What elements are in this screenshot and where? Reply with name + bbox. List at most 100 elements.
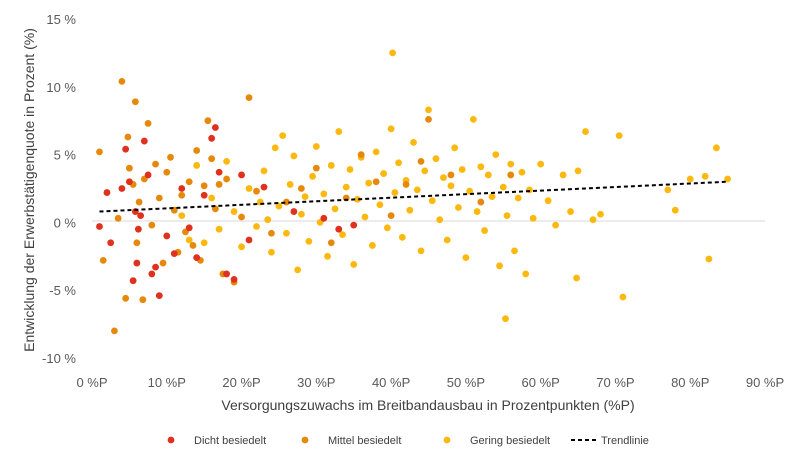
data-point	[144, 171, 152, 179]
legend-label: Mittel besiedelt	[328, 435, 401, 447]
data-point	[597, 210, 604, 218]
data-point	[413, 186, 421, 194]
data-point	[312, 164, 320, 172]
data-point	[369, 242, 376, 249]
data-point	[283, 198, 290, 206]
data-point	[406, 206, 414, 214]
data-point	[417, 157, 425, 165]
data-point	[507, 171, 515, 179]
x-tick-label: 60 %P	[522, 375, 560, 390]
data-point	[387, 212, 395, 220]
data-point	[137, 212, 145, 220]
data-point	[309, 172, 316, 180]
data-point	[122, 294, 130, 302]
data-point	[671, 206, 679, 214]
x-axis-ticks: 0 %P 10 %P 20 %P 30 %P 40 %P 50 %P 60 %P 70 %P 8…	[76, 375, 784, 390]
data-point	[290, 208, 298, 215]
x-tick-label: 40 %P	[372, 375, 410, 390]
data-point	[118, 185, 126, 192]
data-point	[484, 171, 492, 179]
data-point	[436, 216, 444, 224]
data-point	[712, 144, 720, 152]
data-point	[111, 327, 118, 335]
data-point	[589, 216, 597, 224]
legend-marker	[301, 436, 309, 444]
data-point	[230, 275, 238, 283]
data-point	[421, 167, 429, 175]
data-point	[279, 132, 287, 140]
data-point	[331, 205, 339, 213]
data-point	[144, 120, 152, 127]
data-point	[122, 145, 130, 153]
data-point	[155, 292, 163, 300]
data-point	[245, 236, 253, 244]
data-point	[268, 248, 275, 256]
data-point	[458, 166, 466, 173]
data-point	[615, 132, 623, 140]
data-point	[488, 193, 496, 201]
y-tick-label: 15 %	[46, 12, 76, 27]
y-tick-label: 0 %	[54, 215, 77, 230]
data-point	[514, 194, 522, 202]
data-point	[103, 189, 111, 196]
data-point	[451, 144, 459, 152]
data-point	[290, 152, 298, 160]
data-point	[178, 185, 186, 192]
data-point	[185, 178, 193, 186]
data-point	[335, 128, 343, 135]
data-point	[335, 225, 343, 233]
data-point	[342, 183, 350, 191]
data-point	[350, 221, 358, 229]
data-point	[499, 183, 507, 191]
x-tick-label: 20 %P	[222, 375, 260, 390]
data-point	[139, 296, 147, 304]
data-point	[152, 160, 159, 168]
data-point	[215, 181, 223, 188]
data-point	[133, 239, 141, 247]
data-point	[133, 259, 141, 267]
data-point	[312, 143, 320, 150]
data-point	[294, 266, 302, 274]
data-point	[462, 254, 470, 262]
data-point	[724, 175, 732, 183]
data-point	[503, 212, 511, 220]
data-point	[167, 153, 174, 161]
data-point	[253, 187, 260, 195]
data-point	[297, 210, 305, 218]
data-point	[574, 167, 582, 175]
data-point	[552, 221, 560, 229]
data-point	[389, 49, 397, 57]
data-point	[200, 182, 208, 190]
data-point	[215, 168, 223, 176]
data-point	[96, 148, 103, 156]
y-axis-ticks: -10 % -5 % 0 % 5 % 10 % 15 %	[42, 12, 76, 366]
data-point	[573, 274, 580, 282]
data-point	[529, 214, 537, 222]
data-point	[185, 236, 193, 244]
data-point	[425, 106, 432, 114]
data-point	[395, 159, 402, 167]
y-tick-label: 10 %	[46, 80, 76, 95]
data-point	[511, 247, 518, 255]
data-point	[664, 186, 672, 194]
legend: Dicht besiedelt Mittel besiedelt Gering be…	[167, 435, 649, 447]
x-tick-label: 0 %P	[76, 375, 107, 390]
data-point	[544, 197, 552, 205]
trendline	[99, 180, 728, 213]
data-point	[383, 224, 391, 232]
data-point	[238, 243, 245, 251]
data-point	[502, 315, 509, 323]
data-point	[410, 138, 417, 146]
data-point	[260, 167, 268, 175]
data-point	[200, 239, 208, 247]
data-point	[200, 191, 208, 199]
x-tick-label: 10 %P	[148, 375, 186, 390]
data-point	[320, 190, 328, 198]
data-point	[327, 162, 335, 169]
y-axis-title: Entwicklung der Erwerbstätigenquote in P…	[21, 28, 37, 352]
legend-label: Gering besiedelt	[470, 435, 550, 447]
data-point	[507, 160, 515, 168]
data-point	[148, 221, 156, 229]
data-point	[193, 162, 201, 169]
